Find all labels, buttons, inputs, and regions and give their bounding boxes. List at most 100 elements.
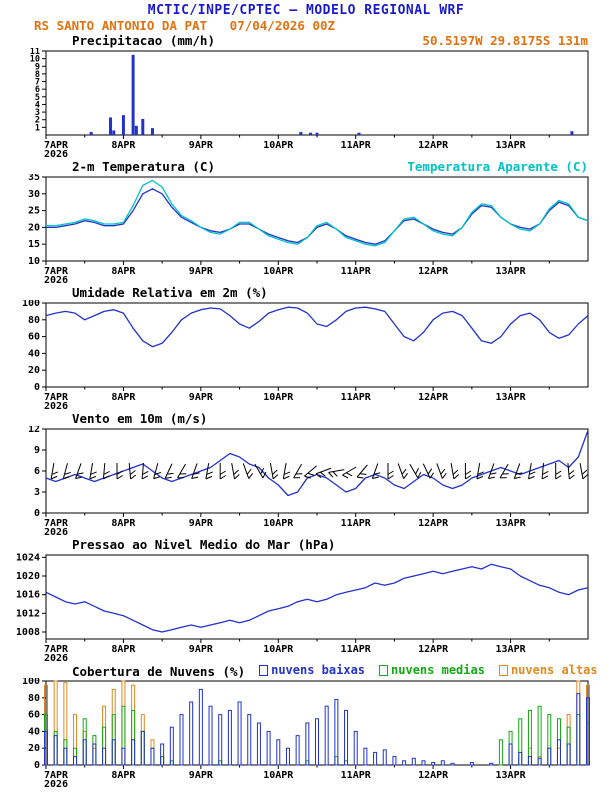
svg-text:8APR: 8APR <box>111 518 136 529</box>
svg-text:10: 10 <box>28 256 40 267</box>
svg-text:11: 11 <box>30 48 40 57</box>
precipitation-chart: 1 2 3 4 5 6 7 8 9 10 11 7APR 2026 8APR 9APR 10APR 11APR 1… <box>0 47 612 160</box>
svg-text:80: 80 <box>28 693 40 704</box>
panel-pressure: Pressao ao Nivel Medio do Mar (hPa) 1008… <box>0 537 612 664</box>
legend-nuvens-baixas: nuvens baixas <box>259 663 365 677</box>
svg-text:20: 20 <box>28 743 40 754</box>
svg-text:11APR: 11APR <box>341 266 372 277</box>
svg-text:9APR: 9APR <box>189 392 214 403</box>
svg-text:8APR: 8APR <box>111 392 136 403</box>
svg-text:9APR: 9APR <box>189 770 214 781</box>
svg-text:8APR: 8APR <box>111 266 136 277</box>
svg-text:0: 0 <box>34 508 40 519</box>
svg-text:1016: 1016 <box>16 590 40 601</box>
panel-clouds: Cobertura de Nuvens (%) nuvens baixas nu… <box>0 663 612 790</box>
svg-text:1: 1 <box>35 123 40 133</box>
temperature-title: 2-m Temperatura (C) <box>72 159 215 174</box>
svg-text:30: 30 <box>28 189 40 200</box>
svg-text:10APR: 10APR <box>263 518 294 529</box>
legend-nuvens-medias: nuvens medias <box>379 663 485 677</box>
svg-text:10APR: 10APR <box>263 770 294 781</box>
svg-text:11APR: 11APR <box>341 392 372 403</box>
svg-text:2: 2 <box>35 116 40 126</box>
svg-text:1024: 1024 <box>16 552 40 563</box>
svg-text:8APR: 8APR <box>111 770 136 781</box>
svg-text:60: 60 <box>28 710 40 721</box>
humidity-chart: 0 20 40 60 80 100 7APR 2026 8APR 9APR 10APR 11APR 12… <box>0 298 612 412</box>
svg-text:25: 25 <box>28 206 40 217</box>
svg-text:0: 0 <box>34 760 40 771</box>
svg-text:10APR: 10APR <box>263 266 294 277</box>
station-coordinates: 50.5197W 29.8175S 131m <box>422 33 588 48</box>
svg-text:2026: 2026 <box>44 527 68 537</box>
svg-text:11APR: 11APR <box>341 518 372 529</box>
svg-text:9APR: 9APR <box>189 644 214 655</box>
svg-text:2026: 2026 <box>44 149 68 159</box>
humidity-title: Umidade Relativa em 2m (%) <box>72 285 268 300</box>
svg-text:12APR: 12APR <box>418 392 449 403</box>
svg-text:80: 80 <box>28 315 40 326</box>
clouds-chart: 0 20 40 60 80 100 7APR 2026 8APR 9APR 10APR 11APR 12… <box>0 676 612 790</box>
svg-text:10: 10 <box>30 55 40 65</box>
svg-text:7APR: 7APR <box>44 518 69 529</box>
svg-text:8: 8 <box>35 70 40 80</box>
svg-text:12APR: 12APR <box>418 770 449 781</box>
apparent-temperature-legend: Temperatura Aparente (C) <box>407 159 588 174</box>
svg-text:5: 5 <box>35 93 40 103</box>
svg-text:9APR: 9APR <box>189 140 214 151</box>
page-title: MCTIC/INPE/CPTEC — MODELO REGIONAL WRF <box>147 3 465 18</box>
svg-text:6: 6 <box>34 466 40 477</box>
pressure-title: Pressao ao Nivel Medio do Mar (hPa) <box>72 537 336 552</box>
clouds-title: Cobertura de Nuvens (%) <box>72 663 246 679</box>
svg-text:13APR: 13APR <box>496 392 527 403</box>
svg-text:13APR: 13APR <box>496 266 527 277</box>
svg-text:1008: 1008 <box>16 627 40 638</box>
svg-text:12APR: 12APR <box>418 266 449 277</box>
wind-title: Vento em 10m (m/s) <box>72 411 208 426</box>
panel-humidity: Umidade Relativa em 2m (%) 0 20 40 60 80 100 7… <box>0 285 612 412</box>
svg-text:1012: 1012 <box>16 608 40 619</box>
high-cloud-label: nuvens altas <box>510 663 598 677</box>
panel-precipitation: Precipitacao (mm/h) 50.5197W 29.8175S 13… <box>0 33 612 160</box>
high-cloud-swatch <box>498 664 508 676</box>
svg-text:13APR: 13APR <box>496 770 527 781</box>
svg-text:11APR: 11APR <box>341 644 372 655</box>
svg-text:7APR: 7APR <box>44 770 69 781</box>
svg-text:35: 35 <box>28 174 40 183</box>
panel-wind: Vento em 10m (m/s) 0 3 6 9 12 7APR 2026 8APR 9AP… <box>0 411 612 538</box>
svg-text:6: 6 <box>35 85 40 95</box>
svg-text:0: 0 <box>34 382 40 393</box>
svg-text:9: 9 <box>35 62 40 72</box>
svg-text:7: 7 <box>35 78 40 88</box>
panel-temperature: 2-m Temperatura (C) Temperatura Aparente… <box>0 159 612 286</box>
svg-text:11APR: 11APR <box>341 140 372 151</box>
svg-text:40: 40 <box>28 726 40 737</box>
svg-text:100: 100 <box>22 678 40 687</box>
svg-text:3: 3 <box>35 108 40 118</box>
svg-text:12APR: 12APR <box>418 644 449 655</box>
svg-text:7APR: 7APR <box>44 644 69 655</box>
svg-text:11APR: 11APR <box>341 770 372 781</box>
mid-cloud-label: nuvens medias <box>391 663 485 677</box>
low-cloud-swatch <box>259 664 269 676</box>
svg-text:60: 60 <box>28 332 40 343</box>
svg-text:7APR: 7APR <box>44 266 69 277</box>
svg-text:10APR: 10APR <box>263 140 294 151</box>
svg-text:9APR: 9APR <box>189 518 214 529</box>
svg-text:4: 4 <box>35 100 40 110</box>
svg-text:12APR: 12APR <box>418 140 449 151</box>
svg-text:15: 15 <box>28 239 40 250</box>
svg-text:10APR: 10APR <box>263 392 294 403</box>
temperature-chart: 10 15 20 25 30 35 7APR 2026 8APR 9APR 10APR 11APR 12… <box>0 172 612 286</box>
svg-text:7APR: 7APR <box>44 140 69 151</box>
low-cloud-label: nuvens baixas <box>271 663 366 677</box>
svg-text:2026: 2026 <box>44 275 68 285</box>
svg-text:40: 40 <box>28 348 40 359</box>
svg-text:12: 12 <box>28 426 40 435</box>
station-title: RS SANTO ANTONIO DA PAT 07/04/2026 00Z <box>34 18 336 33</box>
svg-text:100: 100 <box>22 300 40 309</box>
svg-text:3: 3 <box>34 487 40 498</box>
svg-text:20: 20 <box>28 365 40 376</box>
svg-text:12APR: 12APR <box>418 518 449 529</box>
